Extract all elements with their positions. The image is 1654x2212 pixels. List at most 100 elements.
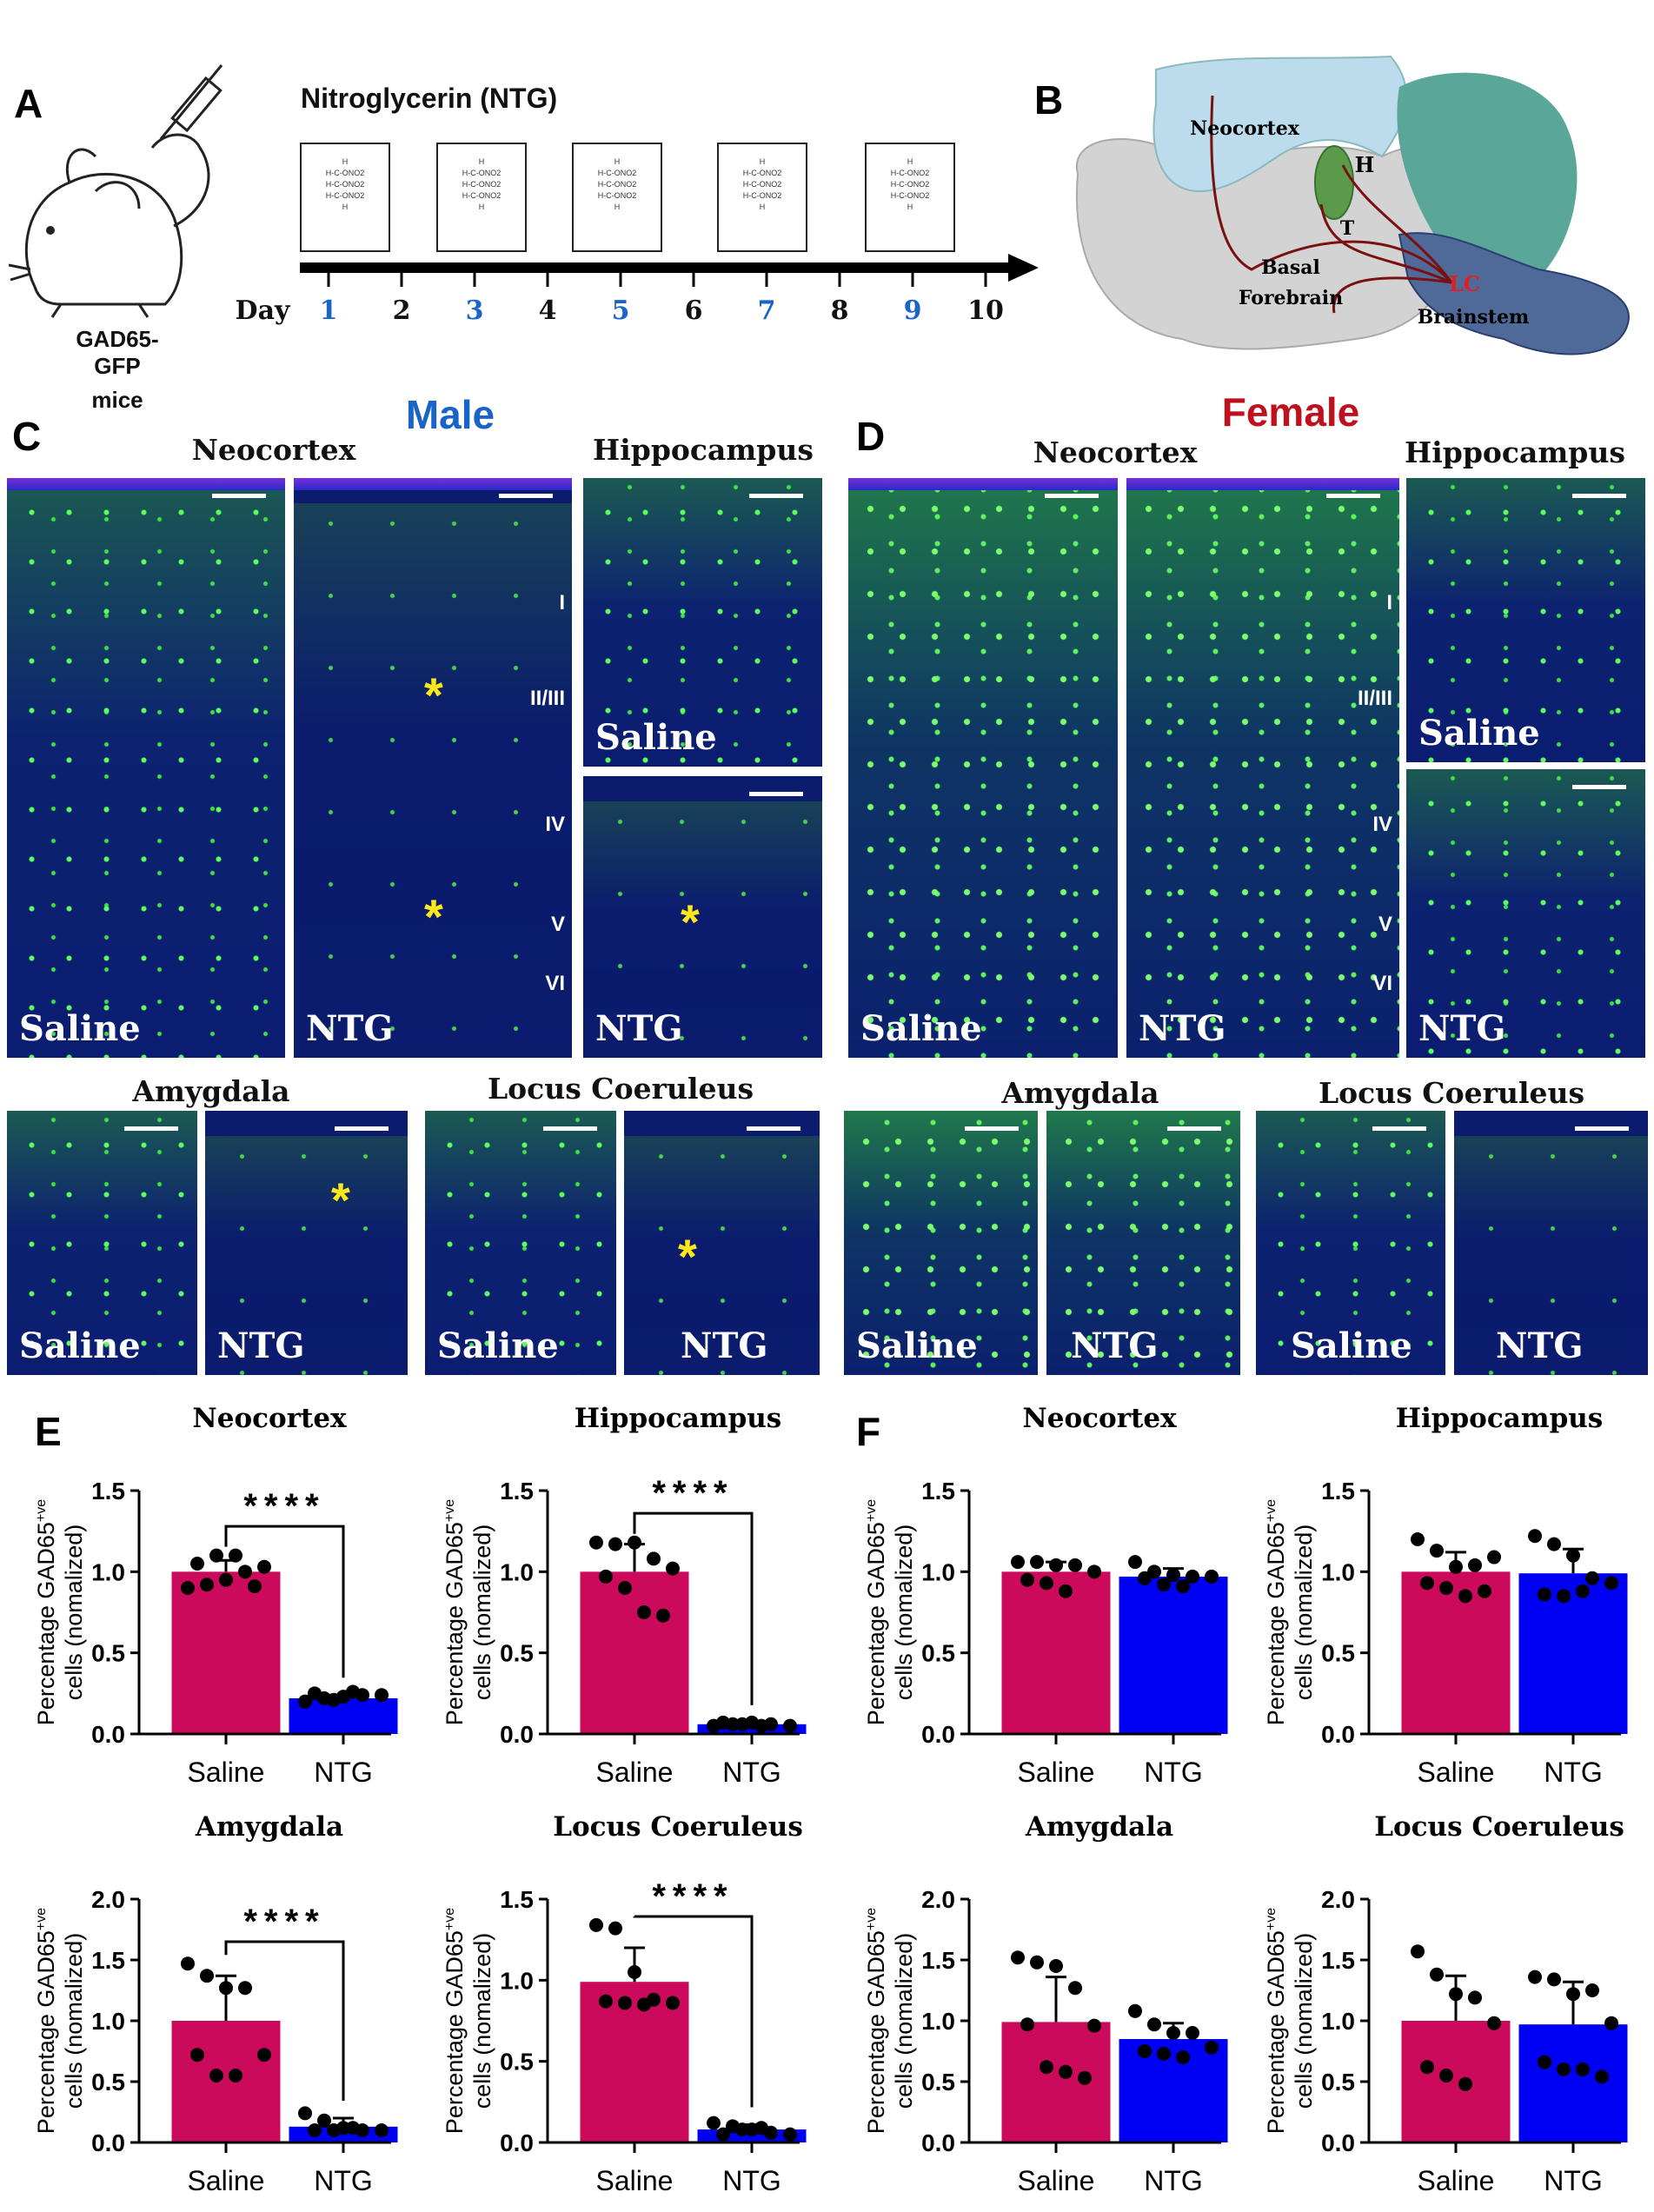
data-point: [1430, 1544, 1444, 1558]
molecule-line: H-C-ONO2: [742, 169, 782, 177]
condition-label: Saline: [1291, 1325, 1412, 1366]
chart-title: Locus Coeruleus: [1374, 1811, 1624, 1843]
molecule-line: H-C-ONO2: [597, 191, 637, 200]
day-number: 5: [611, 296, 630, 326]
data-point: [1557, 1589, 1571, 1604]
data-point: [589, 1535, 603, 1550]
chart-male-neocortex: Neocortex Percentage GAD65+ve cells (nomal…: [9, 1391, 417, 1799]
data-point: [628, 1535, 641, 1550]
data-point: [666, 1561, 680, 1576]
data-point: [783, 2127, 797, 2142]
data-point: [1087, 2018, 1101, 2033]
x-tick-label: NTG: [314, 1757, 373, 1788]
chart-female-neocortex: Neocortex Percentage GAD65+ve cells (nomal…: [839, 1391, 1247, 1799]
y-axis-label-line2: cells (nomalized): [891, 1933, 917, 2109]
condition-label: Saline: [856, 1325, 978, 1366]
chart-title: Locus Coeruleus: [553, 1811, 803, 1843]
data-point: [375, 2123, 389, 2137]
y-tick-label: 1.5: [921, 1947, 955, 1974]
data-point: [1030, 1555, 1044, 1570]
panel-label-e: E: [35, 1409, 62, 1454]
data-point: [181, 1581, 195, 1595]
projection-arrows: [1210, 95, 1453, 314]
ntg-molecule-box: H H-C-ONO2 H-C-ONO2 H-C-ONO2 H: [865, 143, 955, 252]
data-point: [716, 1715, 730, 1730]
molecule-line: H: [614, 203, 621, 211]
molecule-line: H-C-ONO2: [462, 180, 502, 189]
data-point: [1078, 2070, 1092, 2085]
scale-bar: [749, 792, 803, 796]
brain-label-forebrain: Forebrain: [1239, 287, 1343, 309]
data-point: [1011, 1950, 1025, 1965]
bar-saline: [1001, 2022, 1111, 2142]
molecule-line: H: [478, 203, 485, 211]
data-point: [656, 1608, 670, 1623]
y-axis-label-superscript: +ve: [1264, 1499, 1279, 1522]
x-tick-label: NTG: [1544, 1757, 1603, 1788]
data-point: [1040, 2060, 1053, 2075]
micrograph-female-neocortex-saline: Saline: [848, 478, 1118, 1058]
micrograph-male-hippocampus-ntg: * NTG: [583, 776, 822, 1058]
data-point: [1420, 1576, 1434, 1591]
x-tick-label: NTG: [1144, 2165, 1203, 2196]
data-point: [735, 2122, 749, 2137]
data-point: [1411, 1944, 1425, 1959]
condition-label: Saline: [437, 1325, 559, 1366]
day-number: 9: [903, 296, 922, 326]
x-tick-label: Saline: [1018, 2165, 1095, 2196]
brain-label-basal: Basal: [1261, 256, 1320, 279]
mouse-label: GAD65-GFP mice: [56, 326, 178, 414]
data-point: [1576, 2063, 1590, 2076]
bar-saline: [171, 2021, 281, 2142]
data-point: [375, 1688, 389, 1703]
data-point: [1059, 1584, 1073, 1598]
data-point: [1138, 2044, 1152, 2058]
significance-bracket: [224, 1940, 345, 2101]
bar-saline: [1401, 2021, 1511, 2142]
data-point: [1595, 2069, 1609, 2084]
molecule-line: H: [907, 203, 913, 211]
condition-label: Saline: [860, 1008, 982, 1049]
condition-label: Saline: [595, 717, 717, 758]
y-axis-label-line2: cells (nomalized): [61, 1933, 87, 2109]
y-tick-label: 1.5: [921, 1478, 955, 1505]
data-point: [618, 1581, 632, 1595]
micrograph-male-amygdala-saline: Saline: [7, 1111, 197, 1375]
significance-stars: ****: [652, 1877, 734, 1916]
condition-label: Saline: [1418, 713, 1540, 754]
data-point: [298, 2106, 312, 2121]
data-point: [1528, 1970, 1542, 1984]
y-axis-label: Percentage GAD65+ve: [1263, 1499, 1289, 1725]
data-point: [1030, 1955, 1044, 1970]
chart-female-hippocampus: Hippocampus Percentage GAD65+ve cells (nom…: [1239, 1391, 1647, 1799]
condition-label: Saline: [19, 1325, 141, 1366]
condition-label: NTG: [1139, 1008, 1226, 1049]
ntg-molecule-box: H H-C-ONO2 H-C-ONO2 H-C-ONO2 H: [300, 143, 390, 252]
x-tick-label: NTG: [1544, 2165, 1603, 2196]
data-point: [190, 1557, 204, 1571]
y-axis-label-line2: cells (nomalized): [891, 1524, 917, 1701]
y-axis-label-main: Percentage GAD65: [1263, 1522, 1289, 1725]
cerebellum-region: [1397, 72, 1578, 281]
data-point: [1049, 1558, 1063, 1572]
data-point: [317, 2113, 331, 2128]
data-point: [1087, 1564, 1101, 1579]
data-point: [1487, 2016, 1501, 2030]
x-tick-label: Saline: [188, 2165, 265, 2196]
data-point: [1468, 1558, 1482, 1572]
x-tick-label: NTG: [722, 2165, 781, 2196]
scale-bar: [1572, 785, 1626, 789]
data-point: [1205, 2040, 1219, 2055]
layer-label: V: [1378, 913, 1392, 936]
data-point: [327, 1692, 341, 1707]
y-axis-label: Percentage GAD65+ve: [863, 1499, 889, 1725]
y-axis-label-superscript: +ve: [34, 1908, 49, 1930]
data-point: [1411, 1532, 1425, 1546]
data-point: [1458, 2076, 1472, 2091]
data-point: [647, 1551, 661, 1566]
y-tick-label: 0.5: [91, 2069, 125, 2096]
molecule-line: H-C-ONO2: [597, 180, 637, 189]
day-number: 10: [967, 296, 1004, 326]
panel-label-c: C: [12, 414, 42, 459]
